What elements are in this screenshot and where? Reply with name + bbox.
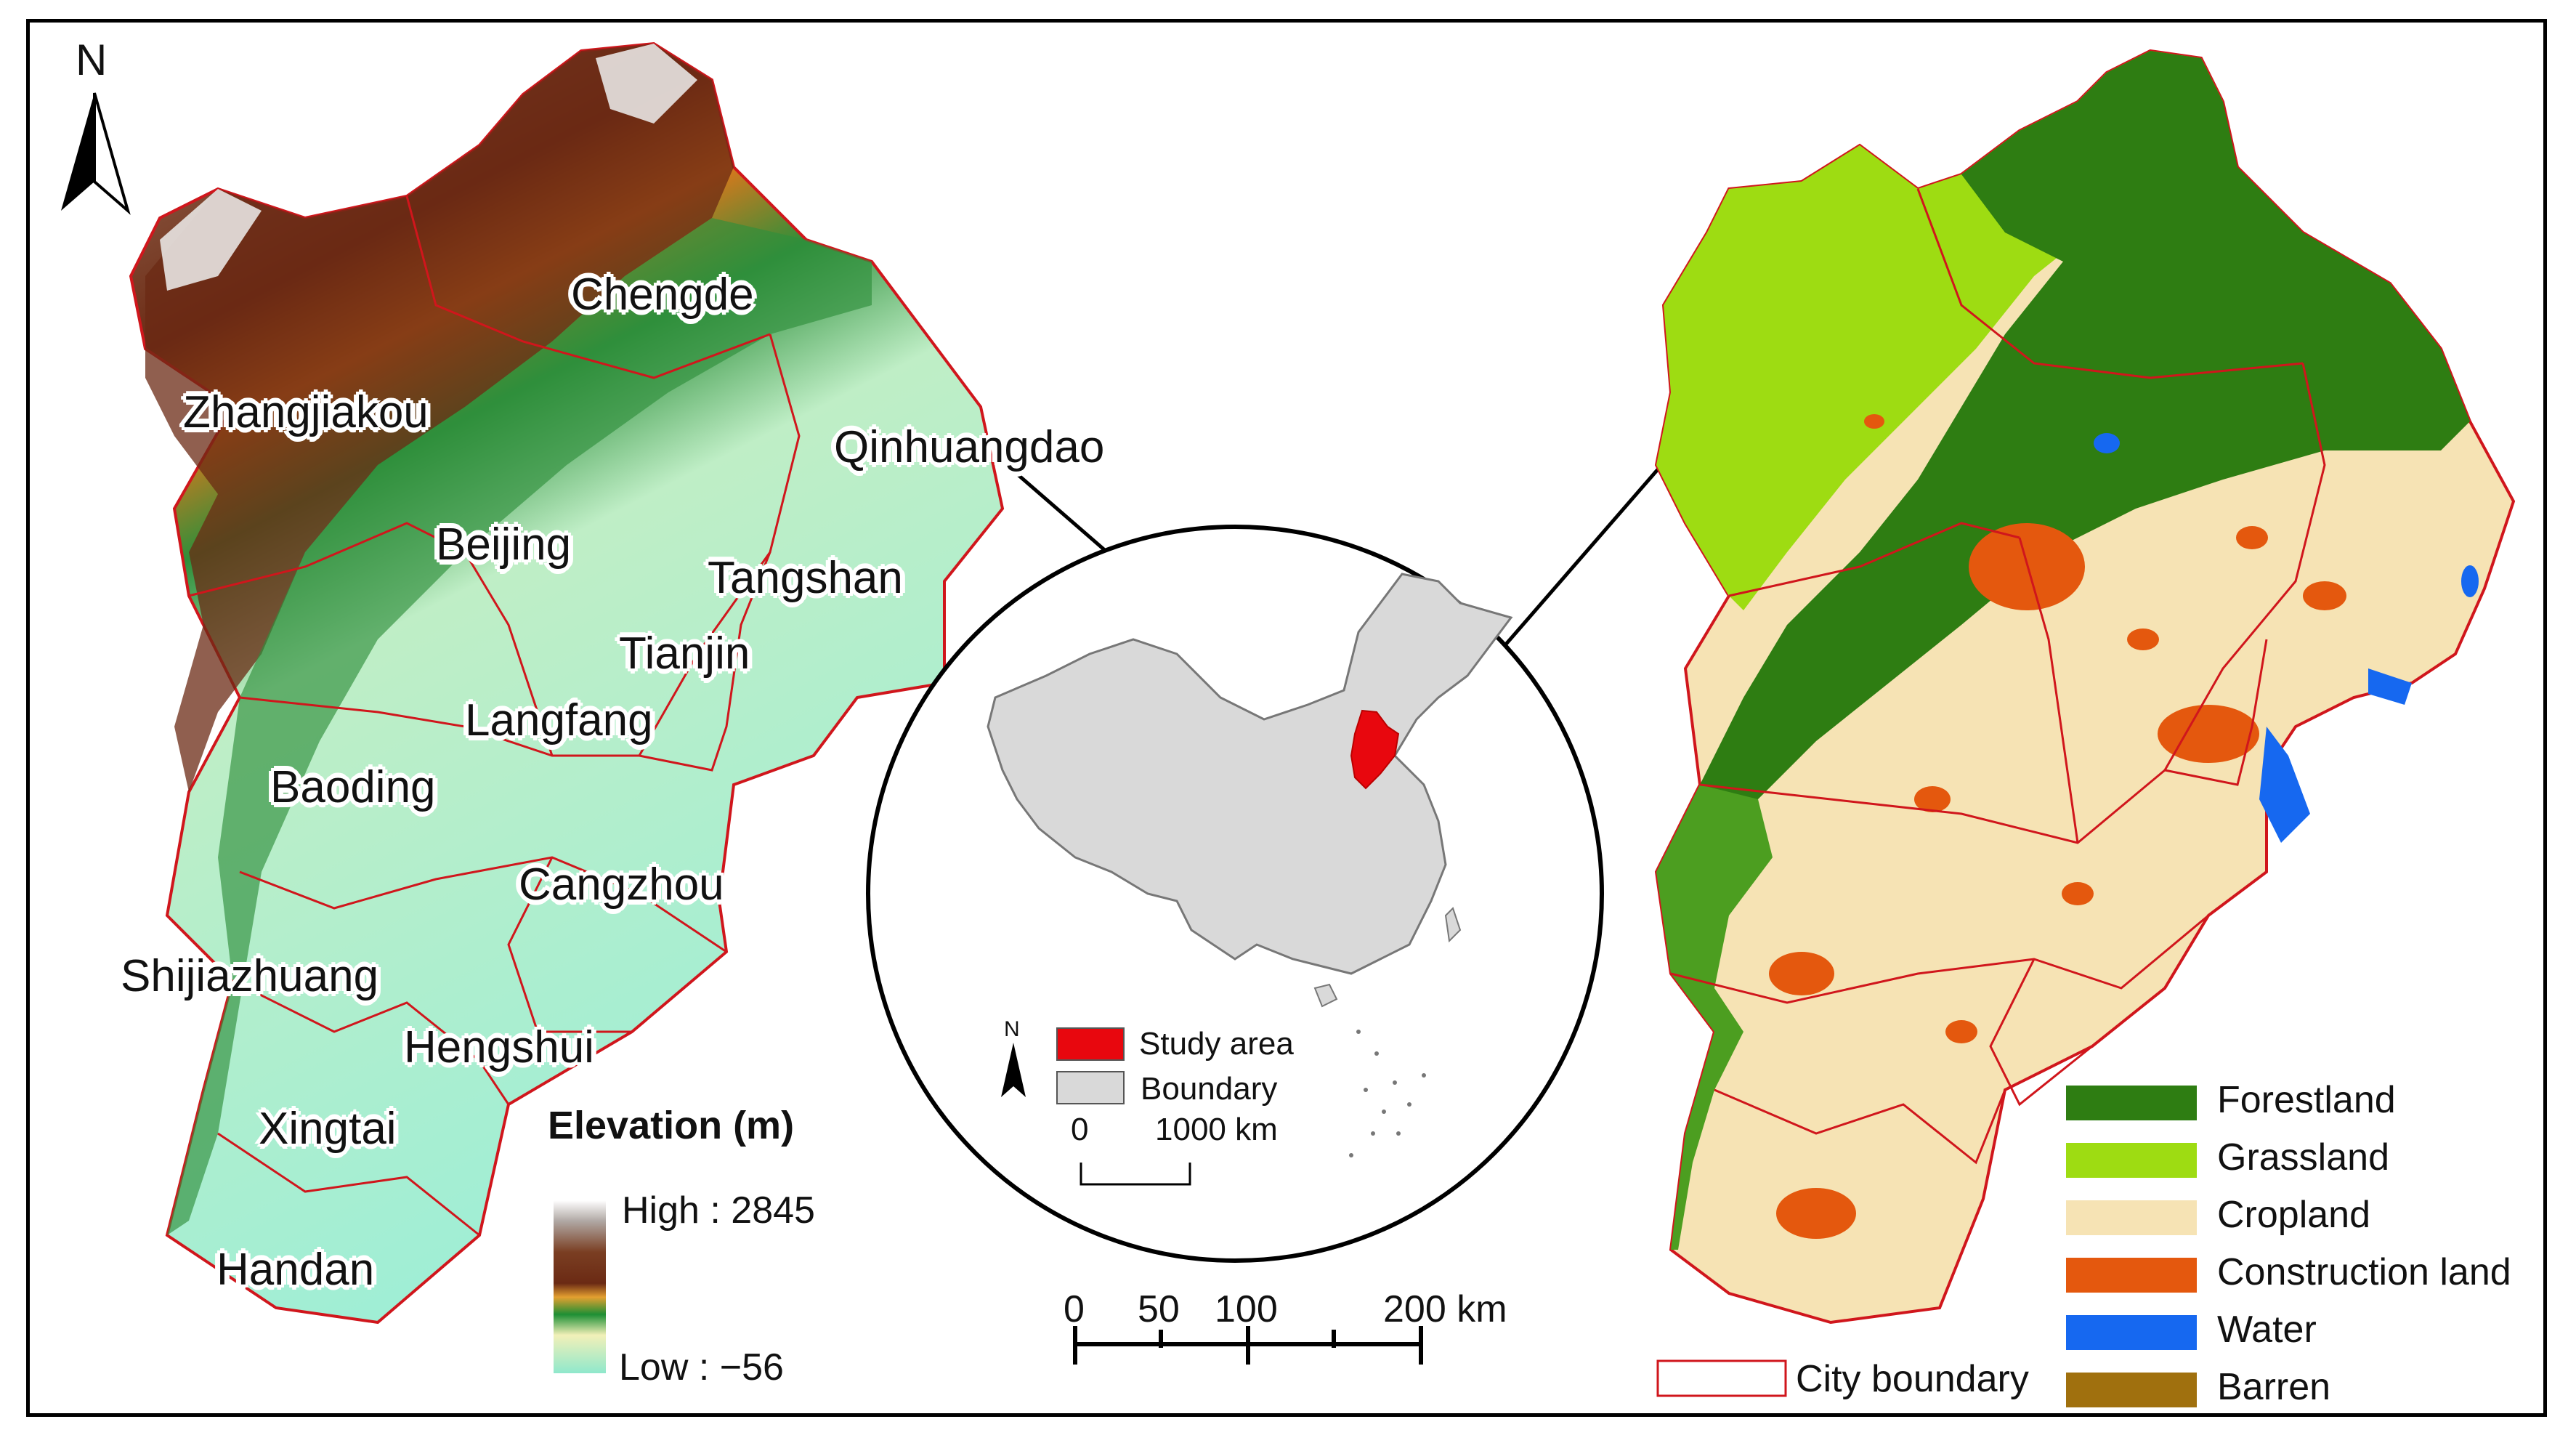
- legend-swatch-city-boundary: [1656, 1359, 1787, 1397]
- elevation-legend-title: Elevation (m): [548, 1104, 795, 1147]
- landuse-legend-label: Water: [2217, 1309, 2317, 1351]
- landuse-legend-label: Grassland: [2217, 1136, 2389, 1179]
- landuse-legend-swatch: [2066, 1143, 2197, 1178]
- landuse-legend-swatch: [2066, 1315, 2197, 1350]
- south-china-sea-islands: [1349, 1030, 1426, 1157]
- landuse-legend-item: Water: [2066, 1309, 2531, 1356]
- inset-legend-label-boundary: Boundary: [1141, 1071, 1278, 1107]
- inset-legend-label-study-area: Study area: [1139, 1026, 1294, 1062]
- construction-patches: [1769, 414, 2346, 1239]
- city-label-tianjin: Tianjin: [619, 628, 750, 679]
- landuse-legend-item: Barren: [2066, 1366, 2531, 1413]
- inset-legend-swatch-boundary: [1056, 1071, 1125, 1104]
- landuse-legend-item: Grassland: [2066, 1136, 2531, 1184]
- inset-north-label: N: [1004, 1017, 1020, 1041]
- taiwan-island: [1444, 907, 1462, 943]
- inset-scale-label-0: 0: [1071, 1112, 1089, 1147]
- city-label-shijiazhuang: Shijiazhuang: [121, 951, 379, 1001]
- dem-foothill: [167, 218, 872, 1235]
- dem-snow: [160, 44, 697, 291]
- legend-label-city-boundary: City boundary: [1796, 1358, 2029, 1400]
- landuse-legend-label: Cropland: [2217, 1194, 2371, 1236]
- scale-label-50: 50: [1138, 1288, 1180, 1330]
- city-label-hengshui: Hengshui: [404, 1022, 594, 1072]
- landuse-city-boundaries: [1670, 188, 2326, 1165]
- figure-frame: [26, 19, 2547, 1417]
- city-label-langfang: Langfang: [465, 695, 653, 745]
- study-area: [1350, 709, 1400, 790]
- landuse-legend-swatch: [2066, 1373, 2197, 1407]
- dem-highland: [145, 44, 734, 792]
- landuse-legend-item: Construction land: [2066, 1251, 2531, 1298]
- landuse-legend-label: Construction land: [2217, 1251, 2511, 1293]
- city-label-cangzhou: Cangzhou: [519, 860, 724, 910]
- landuse-legend-item: Forestland: [2066, 1079, 2531, 1126]
- scale-label-200km: 200 km: [1383, 1288, 1507, 1330]
- landuse-legend-label: Barren: [2217, 1366, 2331, 1408]
- forest-zone: [1700, 51, 2470, 843]
- dem-city-boundaries: [188, 195, 801, 1237]
- landuse-legend-label: Forestland: [2217, 1079, 2396, 1121]
- city-label-qinhuangdao: Qinhuangdao: [834, 422, 1105, 472]
- landuse-legend: Forestland Grassland Cropland Construction …: [2066, 1079, 2531, 1408]
- forest-southwest: [1656, 785, 1773, 1250]
- china-outline: [987, 573, 1513, 975]
- landuse-map: [1654, 49, 2516, 1397]
- city-label-zhangjiakou: Zhangjiakou: [183, 387, 429, 437]
- landuse-legend-item: Cropland: [2066, 1194, 2531, 1241]
- hainan-island: [1313, 983, 1338, 1008]
- inset-scale-bar: [1080, 1163, 1191, 1186]
- city-label-tangshan: Tangshan: [708, 553, 903, 603]
- elevation-high-label: High : 2845: [622, 1189, 815, 1232]
- landuse-legend-swatch: [2066, 1258, 2197, 1293]
- elevation-low-label: Low : −56: [619, 1346, 784, 1389]
- main-scale-bar: [1073, 1326, 1423, 1365]
- scale-label-0: 0: [1064, 1288, 1085, 1330]
- landuse-legend-swatch: [2066, 1200, 2197, 1235]
- north-label: N: [76, 36, 108, 84]
- elevation-colorbar: [554, 1200, 606, 1373]
- city-label-baoding: Baoding: [270, 762, 436, 812]
- elevation-map: [129, 41, 1005, 1325]
- inset-north-arrow-icon: [1001, 1043, 1026, 1097]
- inset-legend-swatch-study-area: [1056, 1027, 1125, 1061]
- north-arrow-icon: [61, 92, 131, 215]
- inset-scale-label-1000: 1000 km: [1155, 1112, 1278, 1147]
- water-patches: [2094, 433, 2479, 843]
- scale-label-100: 100: [1215, 1288, 1278, 1330]
- landuse-legend-swatch: [2066, 1086, 2197, 1120]
- city-label-xingtai: Xingtai: [259, 1104, 397, 1154]
- city-label-chengde: Chengde: [571, 270, 754, 320]
- city-label-handan: Handan: [216, 1245, 375, 1295]
- city-label-beijing: Beijing: [436, 520, 572, 570]
- inset-locator: [866, 525, 1604, 1263]
